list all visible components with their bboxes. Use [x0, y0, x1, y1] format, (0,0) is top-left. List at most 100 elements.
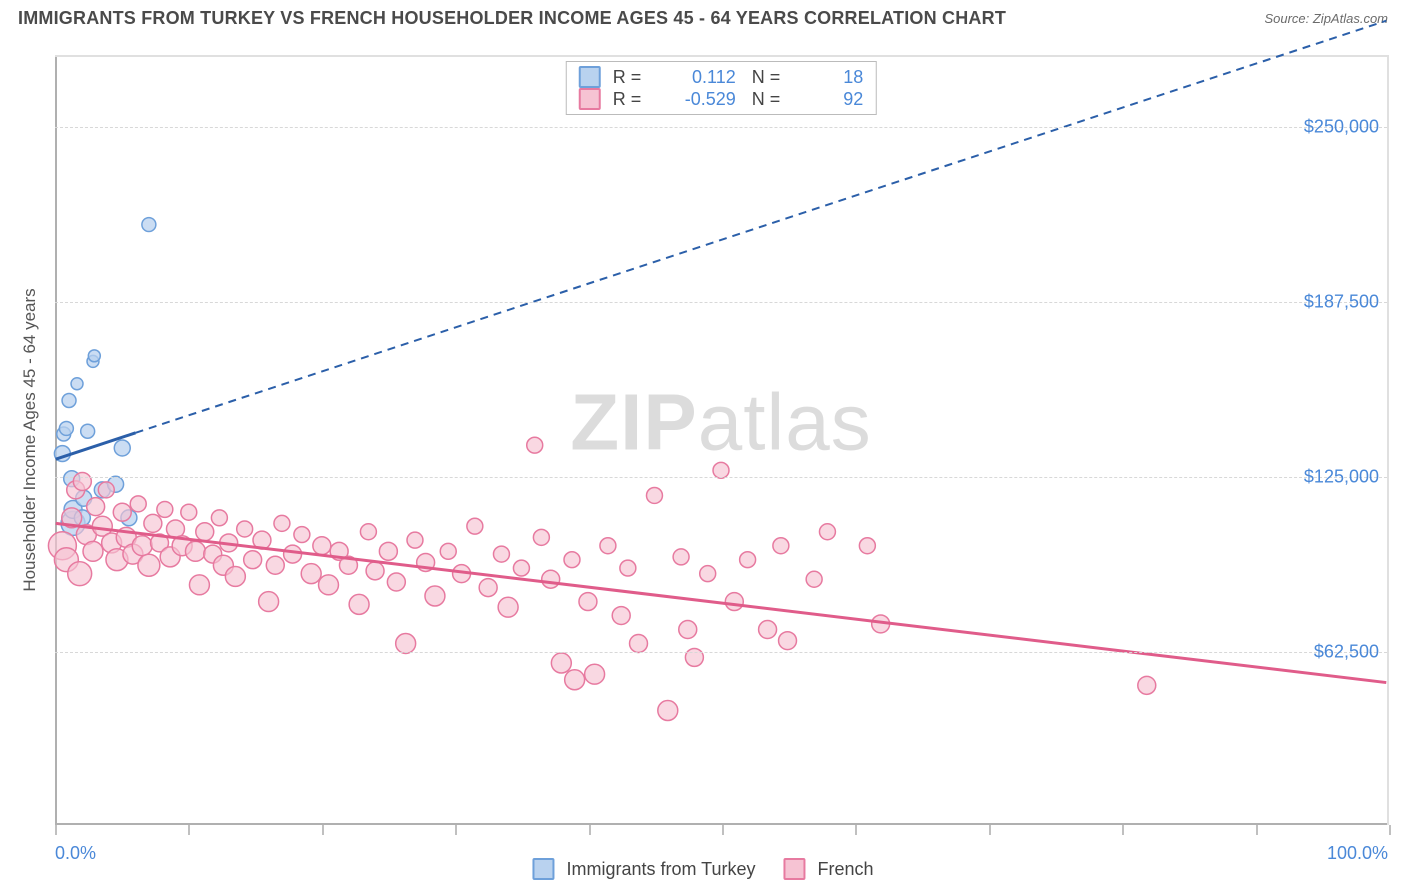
y-tick-label: $250,000 [1304, 117, 1379, 138]
data-point-french [274, 515, 290, 531]
data-point-french [806, 571, 822, 587]
data-point-french [513, 560, 529, 576]
data-point-turkey [71, 378, 83, 390]
data-point-french [189, 575, 209, 595]
swatch-turkey [579, 66, 601, 88]
data-point-french [630, 634, 648, 652]
legend-label-french: French [818, 859, 874, 880]
data-point-french [779, 632, 797, 650]
data-point-turkey [59, 421, 73, 435]
data-point-french [440, 543, 456, 559]
data-point-french [301, 564, 321, 584]
data-point-french [319, 575, 339, 595]
x-tick [722, 825, 724, 835]
data-point-french [407, 532, 423, 548]
data-point-french [646, 487, 662, 503]
data-point-french [859, 538, 875, 554]
data-point-french [113, 503, 131, 521]
data-point-french [679, 621, 697, 639]
data-point-french [1138, 676, 1156, 694]
legend-item-turkey: Immigrants from Turkey [532, 858, 755, 880]
gridline [55, 477, 1387, 478]
data-point-french [294, 527, 310, 543]
y-tick-label: $125,000 [1304, 467, 1379, 488]
data-point-french [144, 514, 162, 532]
data-point-french [366, 562, 384, 580]
swatch-turkey-icon [532, 858, 554, 880]
x-min-label: 0.0% [55, 843, 96, 864]
data-point-french [600, 538, 616, 554]
r-value-turkey: 0.112 [661, 67, 736, 88]
data-point-french [387, 573, 405, 591]
data-point-french [658, 701, 678, 721]
data-point-french [185, 541, 205, 561]
data-point-french [83, 541, 103, 561]
data-point-french [157, 501, 173, 517]
data-point-french [579, 593, 597, 611]
n-label: N = [752, 89, 781, 110]
x-tick [455, 825, 457, 835]
data-point-french [620, 560, 636, 576]
source-attribution: Source: ZipAtlas.com [1264, 11, 1388, 26]
chart-svg [55, 57, 1387, 825]
data-point-french [313, 537, 331, 555]
data-point-french [73, 473, 91, 491]
data-point-french [551, 653, 571, 673]
data-point-french [542, 570, 560, 588]
data-point-french [87, 498, 105, 516]
data-point-french [266, 556, 284, 574]
gridline [55, 127, 1387, 128]
data-point-french [132, 536, 152, 556]
data-point-french [211, 510, 227, 526]
stat-legend: R = 0.112 N = 18 R = -0.529 N = 92 [566, 61, 877, 115]
data-point-turkey [142, 218, 156, 232]
data-point-french [259, 592, 279, 612]
data-point-turkey [62, 394, 76, 408]
x-tick [989, 825, 991, 835]
chart-plot-area: ZIPatlas R = 0.112 N = 18 R = -0.529 N =… [55, 55, 1389, 825]
data-point-french [773, 538, 789, 554]
data-point-french [349, 594, 369, 614]
data-point-french [130, 496, 146, 512]
y-axis-title: Householder Income Ages 45 - 64 years [20, 288, 40, 591]
data-point-french [467, 518, 483, 534]
data-point-french [498, 597, 518, 617]
data-point-french [479, 579, 497, 597]
data-point-french [196, 523, 214, 541]
x-max-label: 100.0% [1327, 843, 1388, 864]
n-value-french: 92 [788, 89, 863, 110]
x-tick [188, 825, 190, 835]
trend-line-french [56, 523, 1387, 682]
legend-label-turkey: Immigrants from Turkey [566, 859, 755, 880]
data-point-french [819, 524, 835, 540]
data-point-french [244, 551, 262, 569]
data-point-french [379, 542, 397, 560]
data-point-french [725, 593, 743, 611]
r-label: R = [613, 67, 653, 88]
data-point-french [533, 529, 549, 545]
n-value-turkey: 18 [788, 67, 863, 88]
data-point-turkey [88, 350, 100, 362]
y-tick-label: $187,500 [1304, 292, 1379, 313]
stat-legend-row-french: R = -0.529 N = 92 [579, 88, 864, 110]
x-tick [589, 825, 591, 835]
swatch-french-icon [784, 858, 806, 880]
data-point-french [565, 670, 585, 690]
x-tick [55, 825, 57, 835]
data-point-french [493, 546, 509, 562]
swatch-french [579, 88, 601, 110]
data-point-turkey [81, 424, 95, 438]
stat-legend-row-turkey: R = 0.112 N = 18 [579, 66, 864, 88]
data-point-french [740, 552, 756, 568]
x-tick [1122, 825, 1124, 835]
data-point-french [396, 633, 416, 653]
data-point-french [585, 664, 605, 684]
x-tick [855, 825, 857, 835]
bottom-legend: Immigrants from Turkey French [532, 858, 873, 880]
data-point-french [98, 482, 114, 498]
data-point-french [673, 549, 689, 565]
data-point-french [284, 545, 302, 563]
data-point-french [700, 566, 716, 582]
data-point-french [237, 521, 253, 537]
data-point-french [564, 552, 580, 568]
